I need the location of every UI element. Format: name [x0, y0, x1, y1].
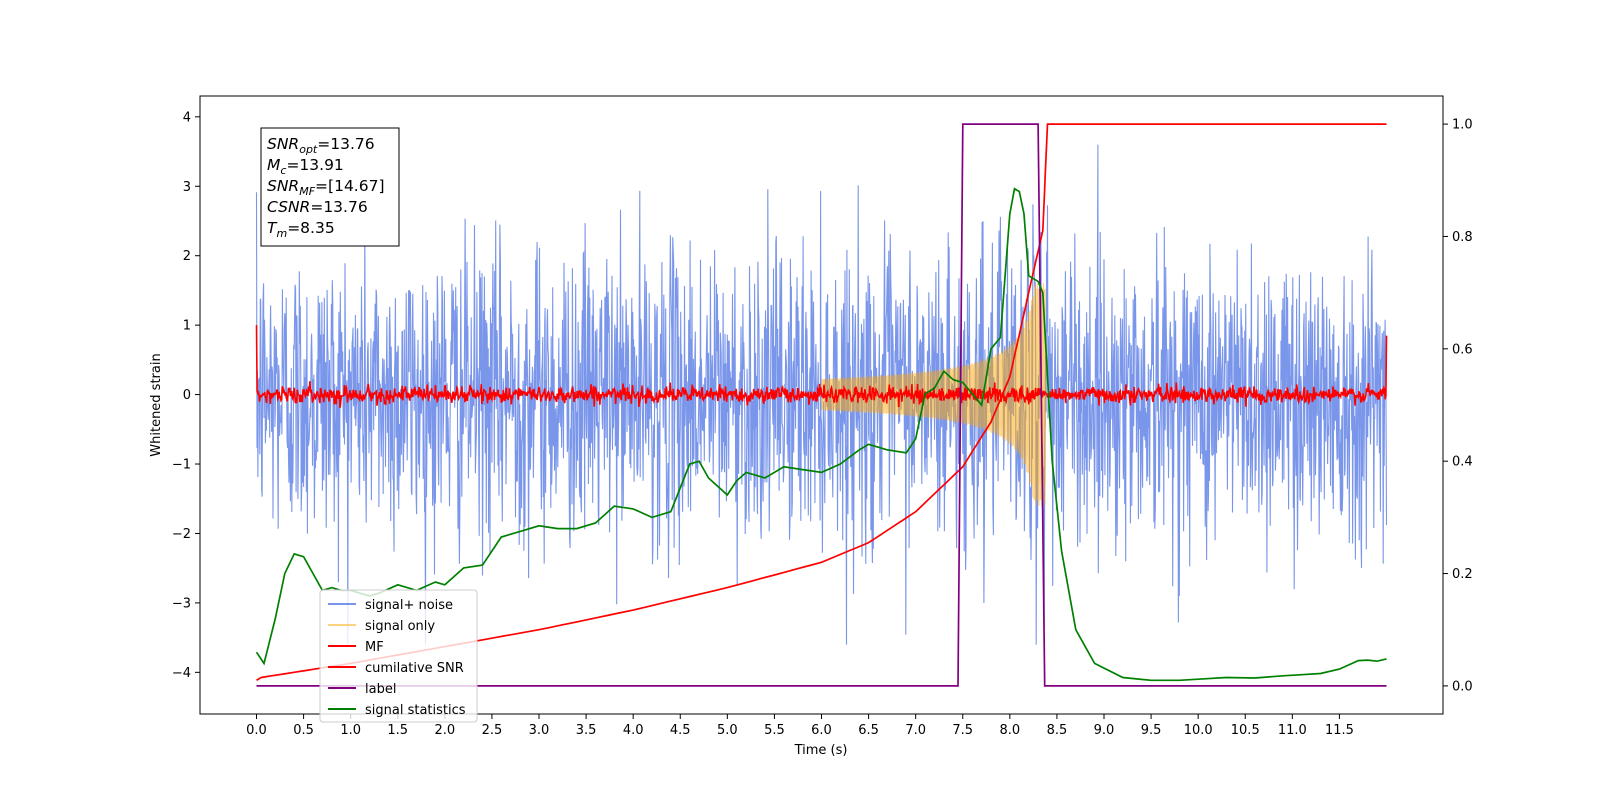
info-value: =13.76 — [317, 135, 374, 153]
y2-tick-label: 0.8 — [1452, 230, 1473, 245]
x-tick-label: 5.0 — [717, 723, 738, 738]
legend-label: signal statistics — [365, 703, 466, 718]
x-tick-label: 2.0 — [434, 723, 455, 738]
info-line: Mc=13.91 — [267, 156, 344, 177]
x-axis: 0.0 0.5 1.0 1.5 2.0 2.5 3.0 3.5 4.0 4.5 5.0 5.5 6.0 6… — [246, 714, 1354, 738]
y2-tick-label: 0.4 — [1452, 455, 1473, 470]
info-symbol: SNR — [267, 177, 299, 195]
y-tick-label: 0 — [183, 388, 191, 403]
info-box-frame — [260, 127, 400, 247]
info-line: Tm=8.35 — [267, 219, 335, 240]
info-value: =13.91 — [286, 156, 343, 174]
x-axis-title: Time (s) — [794, 743, 848, 758]
info-line: SNRopt=13.76 — [267, 135, 375, 156]
y-tick-label: 2 — [183, 249, 191, 264]
y-axis-left: 4 3 2 1 0 −1 −2 −3 −4 — [172, 110, 200, 681]
info-value: =[14.67] — [315, 177, 384, 195]
y-tick-label: 3 — [183, 180, 191, 195]
x-tick-label: 10.0 — [1184, 723, 1213, 738]
x-tick-label: 3.5 — [576, 723, 597, 738]
y-axis-right: 1.0 0.8 0.6 0.4 0.2 0.0 — [1443, 118, 1473, 694]
y2-tick-label: 1.0 — [1452, 118, 1473, 133]
x-tick-label: 2.5 — [482, 723, 503, 738]
info-symbol: SNR — [267, 135, 299, 153]
x-tick-label: 11.0 — [1278, 723, 1307, 738]
info-value: =13.76 — [310, 198, 367, 216]
legend-label: MF — [365, 640, 384, 655]
label-line — [256, 123, 1387, 687]
y-tick-label: −4 — [172, 666, 191, 681]
info-line: CSNR=13.76 — [267, 198, 368, 216]
y-tick-label: −1 — [172, 458, 191, 473]
x-tick-label: 9.5 — [1141, 723, 1162, 738]
x-tick-label: 5.5 — [764, 723, 785, 738]
info-subscript: MF — [299, 185, 315, 198]
info-subscript: opt — [299, 143, 318, 156]
x-tick-label: 11.5 — [1325, 723, 1354, 738]
x-tick-label: 8.0 — [999, 723, 1020, 738]
legend-label: cumilative SNR — [365, 661, 464, 676]
x-tick-label: 1.5 — [387, 723, 408, 738]
y2-tick-label: 0.6 — [1452, 342, 1473, 357]
legend-label: label — [365, 682, 396, 697]
x-tick-label: 4.5 — [670, 723, 691, 738]
legend-label: signal only — [365, 619, 435, 634]
legend-label: signal+ noise — [365, 598, 453, 613]
y-tick-label: −2 — [172, 527, 191, 542]
x-tick-label: 4.0 — [623, 723, 644, 738]
mf-line — [255, 325, 1388, 409]
x-tick-label: 6.5 — [858, 723, 879, 738]
signal-noise-line — [255, 144, 1388, 645]
y-tick-label: −3 — [172, 596, 191, 611]
info-symbol: CSNR — [267, 198, 310, 216]
x-tick-label: 0.0 — [246, 723, 267, 738]
legend-frame — [319, 589, 478, 723]
x-tick-label: 7.0 — [905, 723, 926, 738]
x-tick-label: 6.0 — [811, 723, 832, 738]
info-subscript: c — [280, 164, 286, 177]
info-line: SNRMF=[14.67] — [267, 177, 385, 198]
x-tick-label: 3.0 — [529, 723, 550, 738]
legend: signal+ noise signal only MF cumilative SNR… — [319, 589, 478, 723]
x-tick-label: 0.5 — [293, 723, 314, 738]
info-symbol: T — [267, 219, 278, 237]
y-tick-label: 1 — [183, 319, 191, 334]
x-tick-label: 1.0 — [340, 723, 361, 738]
y2-tick-label: 0.0 — [1452, 679, 1473, 694]
x-tick-label: 7.5 — [952, 723, 973, 738]
info-box: SNRopt=13.76Mc=13.91SNRMF=[14.67]CSNR=13… — [260, 127, 400, 247]
x-tick-label: 8.5 — [1047, 723, 1068, 738]
x-tick-label: 10.5 — [1231, 723, 1260, 738]
y2-tick-label: 0.2 — [1452, 567, 1473, 582]
info-value: =8.35 — [287, 219, 335, 237]
y-axis-title: Whitened strain — [149, 353, 164, 456]
x-tick-label: 9.0 — [1094, 723, 1115, 738]
info-symbol: M — [267, 156, 280, 174]
info-subscript: m — [276, 227, 287, 240]
y-tick-label: 4 — [183, 110, 191, 125]
